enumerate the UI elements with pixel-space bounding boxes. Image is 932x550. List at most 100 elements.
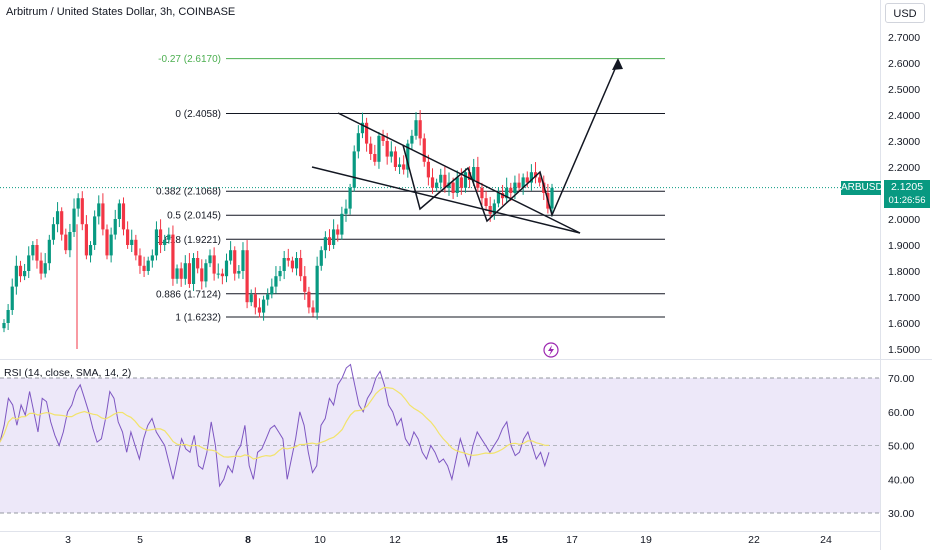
- candle-body: [72, 208, 76, 232]
- candle-body: [84, 224, 89, 256]
- candle-body: [64, 234, 68, 251]
- candle-body: [274, 276, 278, 287]
- candle-body: [455, 177, 459, 193]
- candle-body: [60, 211, 64, 235]
- fib-level-label: 0 (2.4058): [175, 109, 221, 120]
- candle-body: [121, 203, 126, 230]
- rsi-ma-line: [0, 386, 549, 460]
- candle-body: [294, 258, 299, 269]
- candle-body: [117, 203, 121, 219]
- candle-body: [253, 294, 257, 308]
- candle-body: [435, 182, 439, 188]
- candle-body: [550, 187, 554, 209]
- candle-body: [212, 255, 216, 274]
- candle-body: [472, 167, 476, 180]
- candle-body: [476, 167, 480, 188]
- fib-level-label: 0.5 (2.0145): [167, 211, 221, 222]
- candle-body: [88, 245, 93, 256]
- candle-body: [196, 258, 200, 269]
- candle-body: [204, 263, 208, 282]
- candle-body: [105, 229, 109, 256]
- candle-body: [2, 323, 6, 329]
- candle-body: [266, 294, 270, 300]
- currency-button[interactable]: USD: [885, 3, 925, 23]
- candle-body: [373, 154, 377, 162]
- candle-body: [509, 187, 513, 193]
- candle-body: [303, 276, 307, 292]
- candle-body: [109, 234, 113, 256]
- candle-body: [290, 260, 295, 269]
- candle-body: [142, 265, 146, 271]
- candle-body: [426, 161, 430, 178]
- candle-body: [278, 271, 282, 277]
- candle-body: [130, 239, 134, 245]
- candle-body: [517, 182, 521, 188]
- time-tick-label: 17: [566, 534, 578, 546]
- candle-body: [154, 229, 159, 256]
- candle-body: [529, 172, 533, 183]
- lightning-icon: [548, 345, 554, 356]
- candle-body: [311, 307, 315, 313]
- candle-body: [179, 268, 183, 279]
- candle-body: [348, 187, 352, 209]
- time-tick-label: 8: [245, 534, 251, 546]
- time-tick-label: 24: [820, 534, 832, 546]
- price-tick-label: 2.0000: [888, 214, 920, 226]
- candle-body: [191, 258, 196, 284]
- candle-body: [282, 258, 286, 271]
- candle-body: [76, 198, 80, 209]
- price-tick-label: 2.7000: [888, 32, 920, 44]
- candle-body: [27, 255, 31, 271]
- candle-body: [183, 263, 187, 279]
- candle-body: [451, 182, 455, 193]
- candle-body: [249, 294, 253, 303]
- candle-body: [393, 151, 398, 167]
- price-tick-label: 1.7000: [888, 292, 920, 304]
- candle-body: [175, 268, 179, 279]
- candle-body: [397, 164, 402, 167]
- rsi-legend: RSI (14, close, SMA, 14, 2): [4, 367, 132, 379]
- time-tick-label: 19: [640, 534, 652, 546]
- candle-body: [208, 255, 212, 264]
- zigzag-projection: [402, 61, 619, 223]
- candle-body: [23, 271, 27, 277]
- candle-body: [216, 273, 220, 275]
- candle-body: [467, 172, 472, 180]
- candle-body: [47, 239, 51, 264]
- candle-body: [10, 286, 14, 310]
- candle-body: [381, 135, 385, 141]
- candle-body: [6, 310, 10, 323]
- candle-body: [68, 232, 72, 251]
- candle-body: [336, 229, 340, 235]
- candle-body: [126, 229, 130, 245]
- candle-body: [51, 224, 56, 240]
- candle-body: [323, 237, 327, 251]
- rsi-line: [0, 363, 550, 488]
- candle-body: [261, 299, 266, 313]
- bar-countdown: 01:26:56: [888, 195, 926, 206]
- candle-body: [187, 263, 192, 284]
- rsi-tick-label: 70.00: [888, 373, 914, 385]
- candle-body: [233, 250, 237, 274]
- candle-body: [492, 203, 496, 214]
- candle-body: [241, 250, 245, 271]
- candle-body: [14, 265, 18, 287]
- candle-body: [286, 258, 290, 261]
- candle-body: [171, 234, 175, 279]
- time-tick-label: 12: [389, 534, 401, 546]
- candle-body: [484, 198, 488, 206]
- candle-body: [146, 260, 150, 271]
- candle-body: [224, 260, 229, 277]
- candle-body: [245, 250, 249, 303]
- fib-level-label: 0.886 (1.7124): [156, 289, 221, 300]
- candle-body: [80, 198, 84, 225]
- fib-level-label: 0.618 (1.9221): [156, 235, 221, 246]
- candle-body: [410, 135, 414, 144]
- fib-level-label: 0.382 (2.1068): [156, 187, 221, 198]
- price-tick-label: 1.9000: [888, 240, 920, 252]
- candle-body: [55, 211, 60, 225]
- rsi-band-fill: [0, 378, 880, 513]
- candle-body: [406, 143, 410, 170]
- candle-body: [422, 138, 426, 162]
